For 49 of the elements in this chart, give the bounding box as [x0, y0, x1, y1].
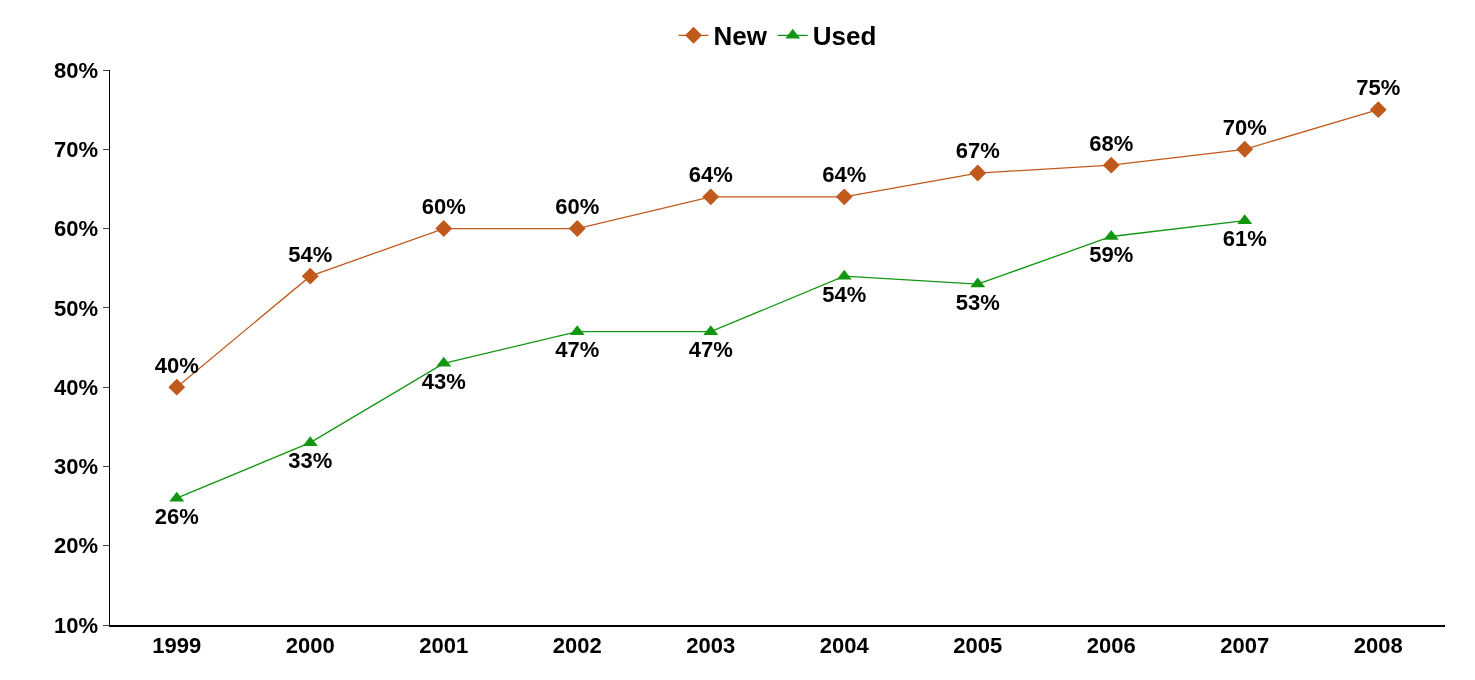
data-label: 33%: [288, 448, 333, 474]
data-label: 64%: [822, 162, 867, 188]
point: [702, 188, 720, 206]
data-label: 54%: [288, 241, 333, 267]
x-tick-label: 2003: [686, 632, 736, 658]
point: [835, 188, 853, 206]
point: [435, 220, 453, 238]
y-tick-label: 30%: [54, 454, 99, 480]
data-label: 61%: [1222, 226, 1267, 252]
legend-label: New: [713, 21, 768, 52]
y-tick-label: 10%: [54, 612, 99, 638]
x-tick-label: 2006: [1086, 632, 1136, 658]
data-label: 26%: [154, 503, 199, 529]
point: [568, 220, 586, 238]
x-tick-label: 2001: [419, 632, 469, 658]
data-label: 47%: [555, 337, 600, 363]
point: [1236, 140, 1254, 158]
point: [168, 378, 186, 396]
y-tick-label: 50%: [54, 295, 99, 321]
data-label: 59%: [1089, 242, 1134, 268]
x-tick-label: 2000: [285, 632, 335, 658]
data-label: 67%: [955, 138, 1000, 164]
data-label: 70%: [1222, 114, 1267, 140]
y-tick-label: 20%: [54, 533, 99, 559]
data-label: 47%: [688, 337, 733, 363]
x-tick-label: 2004: [819, 632, 870, 658]
x-tick-label: 1999: [152, 632, 202, 658]
y-tick-label: 80%: [54, 57, 99, 83]
y-tick-label: 70%: [54, 136, 99, 162]
x-tick-label: 2008: [1353, 632, 1403, 658]
point: [969, 164, 987, 182]
legend-label: Used: [812, 21, 877, 52]
y-tick-label: 40%: [54, 374, 99, 400]
point: [1369, 101, 1387, 119]
x-tick-label: 2007: [1220, 632, 1270, 658]
y-tick-label: 60%: [54, 216, 99, 242]
data-label: 40%: [154, 352, 199, 378]
point: [301, 267, 319, 285]
data-label: 54%: [822, 281, 867, 307]
data-label: 68%: [1089, 130, 1134, 156]
point: [1102, 156, 1120, 174]
data-label: 75%: [1356, 75, 1401, 101]
data-label: 60%: [555, 193, 600, 219]
data-label: 53%: [955, 289, 1000, 315]
data-label: 43%: [421, 368, 466, 394]
data-label: 60%: [421, 193, 466, 219]
data-label: 64%: [688, 162, 733, 188]
x-tick-label: 2005: [953, 632, 1003, 658]
x-tick-label: 2002: [552, 632, 602, 658]
